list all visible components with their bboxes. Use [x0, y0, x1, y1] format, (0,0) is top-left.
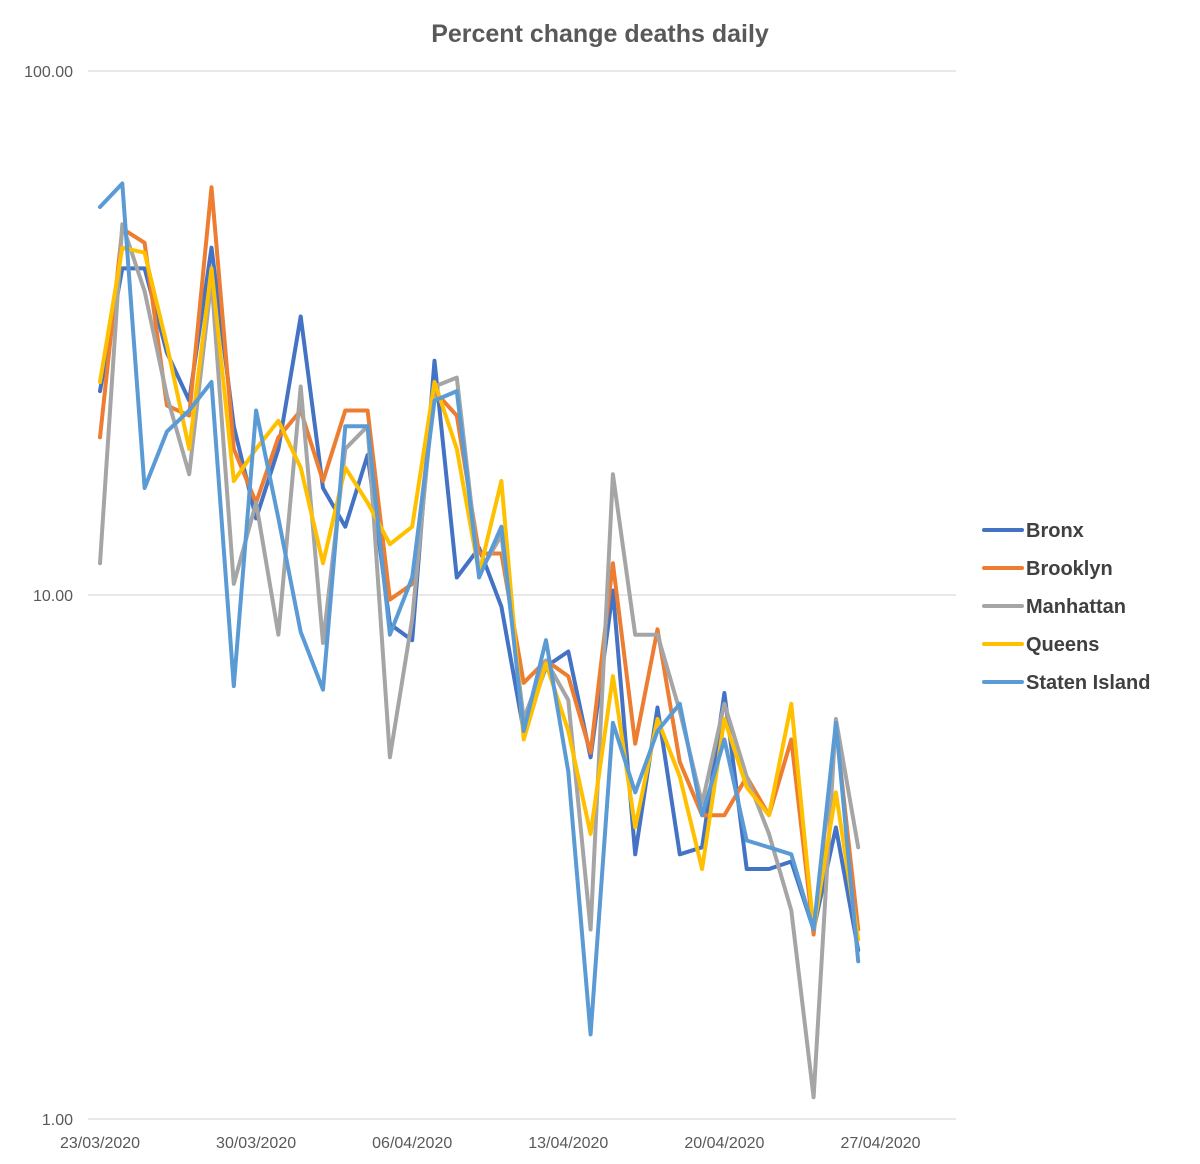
legend-label-queens: Queens — [1026, 634, 1099, 656]
legend-label-brooklyn: Brooklyn — [1026, 558, 1113, 580]
series-line-manhattan — [98, 222, 861, 1100]
x-axis-ticks: 23/03/2020 30/03/2020 06/04/2020 13/04/2020… — [60, 1135, 921, 1152]
x-tick-label: 30/03/2020 — [216, 1135, 296, 1152]
series-line-staten-island — [98, 181, 861, 1037]
x-tick-label: 27/04/2020 — [840, 1135, 920, 1152]
series-line-brooklyn — [98, 185, 861, 937]
gridlines — [88, 70, 956, 1120]
y-tick-label: 1.00 — [42, 1112, 73, 1129]
x-tick-label: 13/04/2020 — [528, 1135, 608, 1152]
x-tick-label: 06/04/2020 — [372, 1135, 452, 1152]
y-tick-label: 10.00 — [33, 588, 73, 605]
x-tick-label: 20/04/2020 — [684, 1135, 764, 1152]
x-tick-label: 23/03/2020 — [60, 1135, 140, 1152]
legend: Bronx Brooklyn Manhattan Queens Staten Islan… — [982, 520, 1150, 694]
series-lines — [98, 181, 861, 1100]
legend-label-staten-island: Staten Island — [1026, 672, 1150, 694]
series-line-bronx — [98, 245, 861, 953]
chart-title: Percent change deaths daily — [431, 20, 769, 48]
y-axis-ticks: 1.00 10.00 100.00 — [24, 64, 73, 1129]
y-tick-label: 100.00 — [24, 64, 73, 81]
legend-label-bronx: Bronx — [1026, 520, 1084, 542]
legend-label-manhattan: Manhattan — [1026, 596, 1126, 618]
